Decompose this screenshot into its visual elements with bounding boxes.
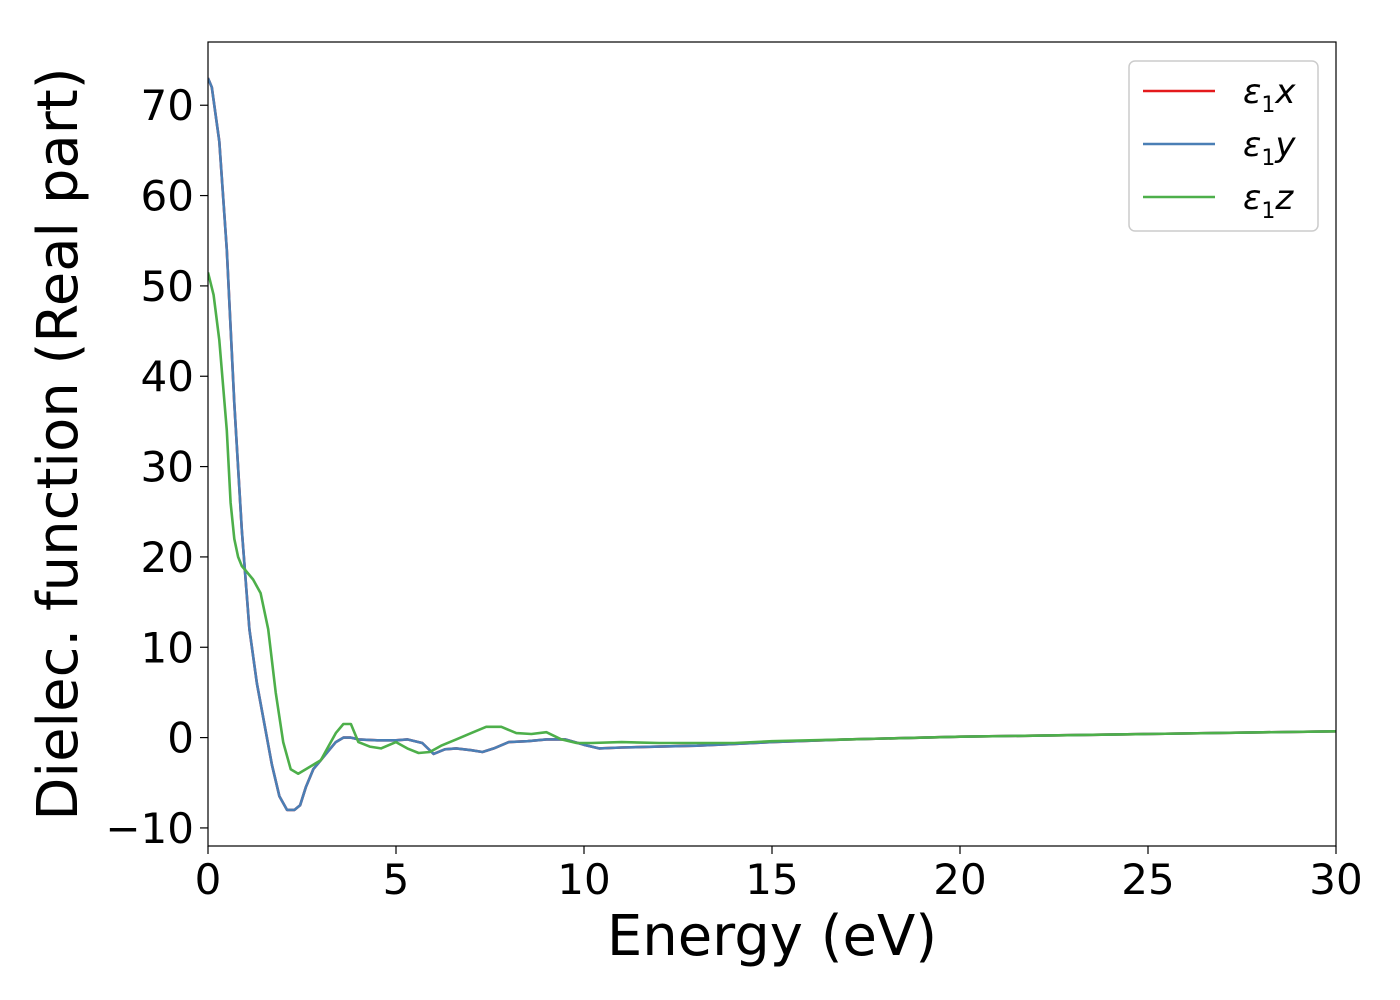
y-tick-label: 60 (141, 172, 194, 221)
x-tick-label: 20 (933, 855, 986, 904)
y-axis: −10 0 10 20 30 40 50 60 70 (105, 81, 208, 853)
legend-label-y: ε1y (1243, 125, 1296, 171)
y-tick-label: 10 (141, 623, 194, 672)
legend-label-x: ε1x (1243, 72, 1296, 118)
y-tick-label: 70 (141, 81, 194, 130)
series-line-y (208, 77, 1336, 812)
x-axis: 0 5 10 15 20 25 30 (195, 846, 1363, 904)
y-tick-label: 30 (141, 443, 194, 492)
y-tick-label: −10 (105, 804, 194, 853)
x-tick-label: 25 (1121, 855, 1174, 904)
x-tick-label: 10 (557, 855, 610, 904)
y-axis-title: Dielec. function (Real part) (26, 67, 91, 820)
legend-box (1128, 60, 1319, 232)
series-line-z (208, 272, 1336, 775)
x-tick-label: 30 (1309, 855, 1362, 904)
y-tick-label: 50 (141, 262, 194, 311)
x-axis-title: Energy (eV) (607, 904, 937, 969)
legend: ε1x ε1y ε1z (1128, 60, 1319, 232)
x-tick-label: 15 (745, 855, 798, 904)
legend-label-z: ε1z (1243, 178, 1294, 224)
series-layer (208, 77, 1336, 812)
x-tick-label: 5 (383, 855, 410, 904)
y-tick-label: 40 (141, 352, 194, 401)
y-tick-label: 0 (167, 714, 194, 763)
x-tick-label: 0 (195, 855, 222, 904)
y-tick-label: 20 (141, 533, 194, 582)
